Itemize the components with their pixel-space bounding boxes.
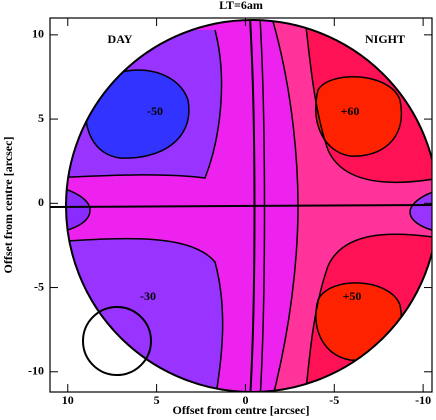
x-tick-label: 10	[62, 393, 74, 407]
y-tick-label: 0	[38, 195, 44, 209]
annotation: DAY	[108, 32, 133, 46]
annotation: -50	[147, 104, 163, 118]
x-tick-label: -5	[329, 393, 339, 407]
y-axis-label: Offset from centre [arcsec]	[1, 137, 15, 274]
x-tick-label: -10	[415, 393, 431, 407]
y-tick-label: 10	[32, 27, 44, 41]
x-tick-label: 0	[242, 393, 248, 407]
annotation: +50	[343, 289, 362, 303]
annotation: NIGHT	[365, 32, 405, 46]
annotation: -30	[140, 289, 156, 303]
contour-field	[50, 19, 432, 392]
y-tick-label: -10	[28, 364, 44, 378]
x-tick-label: 5	[154, 393, 160, 407]
chart-title: LT=6am	[219, 0, 263, 12]
annotation: +60	[341, 104, 360, 118]
plot-frame	[49, 17, 433, 393]
x-axis-label: Offset from centre [arcsec]	[173, 403, 310, 417]
y-tick-label: -5	[34, 279, 44, 293]
y-tick-label: 5	[38, 111, 44, 125]
